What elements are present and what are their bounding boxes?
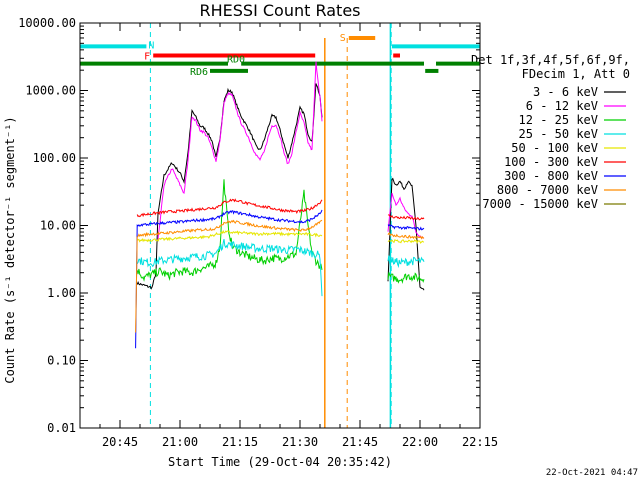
x-tick-label-6: 22:15 <box>462 435 498 449</box>
series-line-4-seg-1 <box>387 239 425 245</box>
legend-entry-label-2: 12 - 25 keV <box>519 113 598 127</box>
footer-timestamp: 22-Oct-2021 04:47 <box>546 468 638 478</box>
series-line-4-seg-0 <box>137 229 323 243</box>
series-line-5-seg-1 <box>387 214 425 221</box>
legend-entry-label-3: 25 - 50 keV <box>519 127 598 141</box>
y-tick-label-3: 10.00 <box>40 219 76 233</box>
x-tick-label-2: 21:15 <box>222 435 258 449</box>
x-tick-label-3: 21:30 <box>282 435 318 449</box>
data-layer <box>135 61 425 349</box>
flag-label-n: N <box>148 40 154 51</box>
flag-label-rd0: RD0 <box>227 55 245 66</box>
legend-entry-label-4: 50 - 100 keV <box>511 141 598 155</box>
y-axis-label: Count Rate (s⁻¹ detector⁻¹ segment⁻¹) <box>3 116 17 383</box>
x-axis-label: Start Time (29-Oct-04 20:35:42) <box>168 455 392 469</box>
series-line-3-seg-1 <box>387 255 425 269</box>
flag-label-f: F <box>144 52 150 63</box>
series-line-0-seg-1 <box>387 177 425 291</box>
legend-header-line-1: Det 1f,3f,4f,5f,6f,9f, <box>471 53 630 67</box>
y-tick-label-5: 0.10 <box>47 354 76 368</box>
series-line-2-seg-1 <box>387 272 425 285</box>
legend-entry-label-0: 3 - 6 keV <box>533 85 598 99</box>
y-tick-label-6: 0.01 <box>47 421 76 435</box>
series-line-0-seg-0 <box>136 83 323 290</box>
y-tick-label-0: 10000.00 <box>18 16 76 30</box>
series-line-3-seg-0 <box>136 238 323 297</box>
legend-header-line-2: FDecim 1, Att 0 <box>522 67 630 81</box>
legend-entry-label-7: 800 - 7000 keV <box>497 183 598 197</box>
series-line-1-seg-0 <box>157 61 323 240</box>
series-line-5-seg-0 <box>136 198 323 218</box>
series-line-7-seg-0 <box>135 219 323 333</box>
flag-label-rd6: RD6 <box>190 67 208 78</box>
series-line-6-seg-0 <box>135 209 323 349</box>
legend-entry-label-6: 300 - 800 keV <box>504 169 598 183</box>
series-line-1-seg-1 <box>387 192 425 239</box>
legend-entry-label-1: 6 - 12 keV <box>526 99 598 113</box>
legend-entry-label-5: 100 - 300 keV <box>504 155 598 169</box>
y-tick-label-1: 1000.00 <box>25 84 76 98</box>
annotation-layer: NF RD0 RD6 S <box>79 23 480 428</box>
y-tick-label-4: 1.00 <box>47 286 76 300</box>
axes-layer: 10000.00 1000.00 100.00 10.00 1.00 0.10 0.01 20… <box>18 16 498 449</box>
flag-label-s: S <box>340 33 346 44</box>
chart-title: RHESSI Count Rates <box>200 1 361 20</box>
y-tick-label-2: 100.00 <box>33 151 76 165</box>
x-tick-label-4: 21:45 <box>342 435 378 449</box>
x-tick-label-5: 22:00 <box>402 435 438 449</box>
series-line-2-seg-0 <box>136 179 323 282</box>
series-line-6-seg-1 <box>387 223 425 231</box>
legend-entry-label-8: 7000 - 15000 keV <box>482 197 598 211</box>
x-tick-label-0: 20:45 <box>102 435 138 449</box>
series-line-7-seg-1 <box>387 232 425 240</box>
x-tick-label-1: 21:00 <box>162 435 198 449</box>
